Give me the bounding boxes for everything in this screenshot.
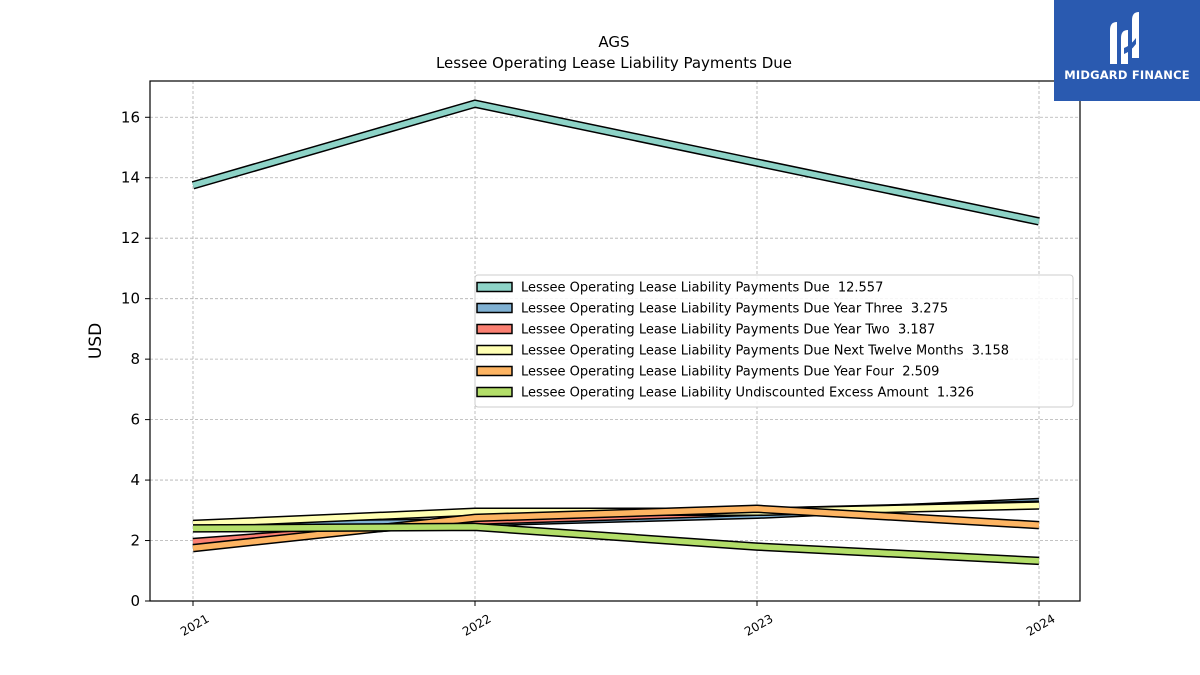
legend-swatch-4	[476, 365, 513, 377]
y-tick-label: 12	[121, 229, 140, 247]
x-tick-label: 2024	[1024, 611, 1057, 638]
legend-box	[474, 274, 1074, 408]
y-tick-label: 2	[130, 532, 140, 550]
logo-mark-icon	[1110, 12, 1139, 64]
legend-swatch-1	[476, 302, 513, 314]
x-tick-label: 2022	[460, 611, 493, 638]
x-tick-label: 2021	[178, 611, 211, 638]
y-tick-label: 16	[121, 108, 140, 126]
legend-label-5: Lessee Operating Lease Liability Undisco…	[521, 386, 974, 401]
chart-subtitle: Lessee Operating Lease Liability Payment…	[436, 54, 792, 72]
series-outline-0	[191, 99, 1040, 226]
y-tick-label: 6	[130, 411, 140, 429]
legend-swatch-3	[476, 344, 513, 356]
x-tick-label: 2023	[742, 611, 775, 638]
series-lines	[191, 99, 1040, 566]
legend-swatch-5	[476, 386, 513, 398]
y-axis-label: USD	[86, 323, 106, 359]
legend-label-3: Lessee Operating Lease Liability Payment…	[521, 344, 1009, 359]
plot-frame	[149, 80, 1081, 602]
series-line-5	[192, 524, 1040, 564]
y-tick-label: 4	[130, 471, 140, 489]
series-line-4	[192, 506, 1040, 551]
logo-text: MIDGARD FINANCE	[1064, 68, 1190, 82]
y-tick-label: 8	[130, 350, 140, 368]
legend-swatch-2	[476, 323, 513, 335]
legend-label-4: Lessee Operating Lease Liability Payment…	[521, 365, 939, 380]
legend-label-1: Lessee Operating Lease Liability Payment…	[521, 302, 948, 317]
legend-label-2: Lessee Operating Lease Liability Payment…	[521, 323, 935, 338]
y-tick-label: 10	[121, 290, 140, 308]
midgard-finance-logo: MIDGARD FINANCE	[1054, 0, 1200, 101]
axes: 0 2 4 6 8 10 12 14 16 2021 2022 2023 2024	[121, 80, 1081, 639]
legend: Lessee Operating Lease Liability Payment…	[474, 274, 1074, 408]
series-line-0	[192, 100, 1040, 225]
legend-swatch-0	[476, 281, 513, 293]
y-tick-label: 0	[130, 592, 140, 610]
chart-title: AGS	[598, 33, 629, 51]
y-tick-label: 14	[121, 169, 140, 187]
legend-label-0: Lessee Operating Lease Liability Payment…	[521, 281, 883, 296]
